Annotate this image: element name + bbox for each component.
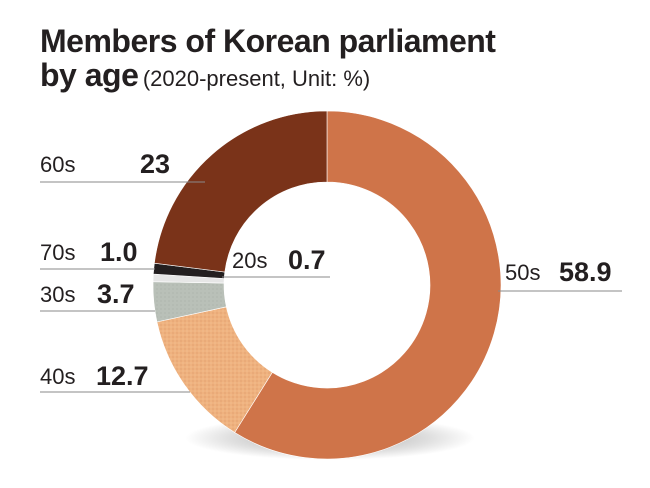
donut-slices <box>152 110 502 460</box>
label-value-30s: 3.7 <box>97 279 135 309</box>
label-value-40s: 12.7 <box>96 361 149 391</box>
chart-title: Members of Korean parliament by age (202… <box>40 23 496 99</box>
title-line-1: Members of Korean parliament <box>40 23 496 59</box>
label-value-60s: 23 <box>140 149 170 179</box>
title-subtitle: (2020-present, Unit: %) <box>142 66 371 91</box>
label-category-40s: 40s <box>40 364 75 389</box>
title-line-2-bold: by age <box>40 57 139 93</box>
label-category-70s: 70s <box>40 240 75 265</box>
label-category-60s: 60s <box>40 152 75 177</box>
slice-50s <box>234 110 502 460</box>
label-value-20s: 0.7 <box>288 245 326 275</box>
label-value-70s: 1.0 <box>100 237 138 267</box>
label-category-50s: 50s <box>505 260 540 285</box>
slice-60s <box>154 110 328 273</box>
label-leader-lines <box>40 181 622 393</box>
label-value-50s: 58.9 <box>559 257 612 287</box>
label-category-30s: 30s <box>40 282 75 307</box>
slice-labels: 50s 58.9 40s 12.7 30s 3.7 20s 0.7 70s 1.0 60s 23 <box>40 149 612 391</box>
label-category-20s: 20s <box>232 248 267 273</box>
